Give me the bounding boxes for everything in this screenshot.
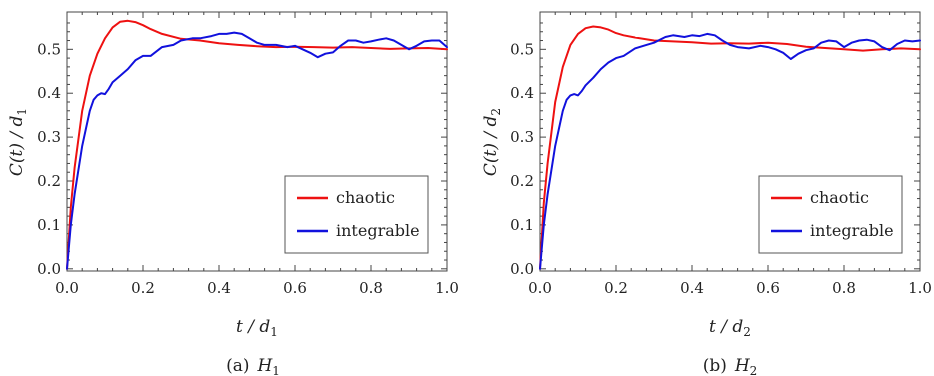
plot-frame-b bbox=[539, 11, 921, 272]
y-tick-label-a: 0.2 bbox=[37, 172, 61, 190]
series-line-chaotic-a bbox=[66, 19, 448, 270]
x-tick-label-a: 0.6 bbox=[283, 279, 307, 297]
series-line-integrable-b bbox=[539, 32, 921, 270]
series-line-integrable-a bbox=[66, 31, 448, 270]
legend-box-b bbox=[758, 175, 903, 254]
plot-frame-a bbox=[66, 11, 448, 272]
y-tick-label-b: 0.0 bbox=[510, 260, 534, 278]
x-axis-label-a: t / d1 bbox=[236, 317, 278, 339]
caption-a: (a) H1 bbox=[226, 356, 280, 376]
panel-b: 0.0 0.2 0.4 0.6 0.8 1.0 0.0 0.1 0.2 0.3 0.4 0.5 cha… bbox=[481, 11, 932, 376]
legend-label-integrable-a: integrable bbox=[336, 221, 420, 240]
series-b bbox=[539, 25, 921, 270]
legend-label-chaotic-b: chaotic bbox=[810, 188, 869, 207]
x-tick-label-b: 0.8 bbox=[832, 279, 856, 297]
x-tick-label-b: 0.6 bbox=[756, 279, 780, 297]
legend-a: chaotic integrable bbox=[284, 175, 429, 254]
x-tick-label-a: 0.2 bbox=[131, 279, 155, 297]
legend-label-integrable-b: integrable bbox=[810, 221, 894, 240]
caption-b: (b) H2 bbox=[703, 356, 758, 376]
y-tick-label-a: 0.3 bbox=[37, 128, 61, 146]
legend-label-chaotic-a: chaotic bbox=[336, 188, 395, 207]
series-line-chaotic-b bbox=[539, 25, 921, 270]
series-a bbox=[66, 19, 448, 270]
ticks-a: 0.0 0.2 0.4 0.6 0.8 1.0 0.0 0.1 0.2 0.3 0.4 0.5 bbox=[37, 12, 459, 297]
x-axis-label-b: t / d2 bbox=[709, 317, 751, 339]
x-tick-label-a: 0.4 bbox=[207, 279, 231, 297]
x-tick-label-b: 1.0 bbox=[908, 279, 932, 297]
y-tick-label-a: 0.0 bbox=[37, 260, 61, 278]
y-axis-label-a: C(t) / d1 bbox=[7, 108, 29, 176]
y-tick-label-b: 0.2 bbox=[510, 172, 534, 190]
x-tick-label-b: 0.4 bbox=[680, 279, 704, 297]
y-tick-label-b: 0.1 bbox=[510, 216, 534, 234]
y-axis-label-b: C(t) / d2 bbox=[481, 108, 503, 176]
y-tick-label-b: 0.4 bbox=[510, 84, 534, 102]
x-tick-label-a: 1.0 bbox=[435, 279, 459, 297]
legend-box-a bbox=[284, 175, 429, 254]
x-tick-label-a: 0.0 bbox=[55, 279, 79, 297]
y-tick-label-a: 0.5 bbox=[37, 40, 61, 58]
x-tick-label-b: 0.0 bbox=[528, 279, 552, 297]
legend-b: chaotic integrable bbox=[758, 175, 903, 254]
ticks-b: 0.0 0.2 0.4 0.6 0.8 1.0 0.0 0.1 0.2 0.3 0.4 0.5 bbox=[510, 12, 932, 297]
y-tick-label-a: 0.4 bbox=[37, 84, 61, 102]
y-tick-label-a: 0.1 bbox=[37, 216, 61, 234]
panel-a: 0.0 0.2 0.4 0.6 0.8 1.0 0.0 0.1 0.2 0.3 0.4 0.5 cha… bbox=[7, 11, 459, 376]
x-tick-label-b: 0.2 bbox=[604, 279, 628, 297]
y-tick-label-b: 0.3 bbox=[510, 128, 534, 146]
y-tick-label-b: 0.5 bbox=[510, 40, 534, 58]
x-tick-label-a: 0.8 bbox=[359, 279, 383, 297]
